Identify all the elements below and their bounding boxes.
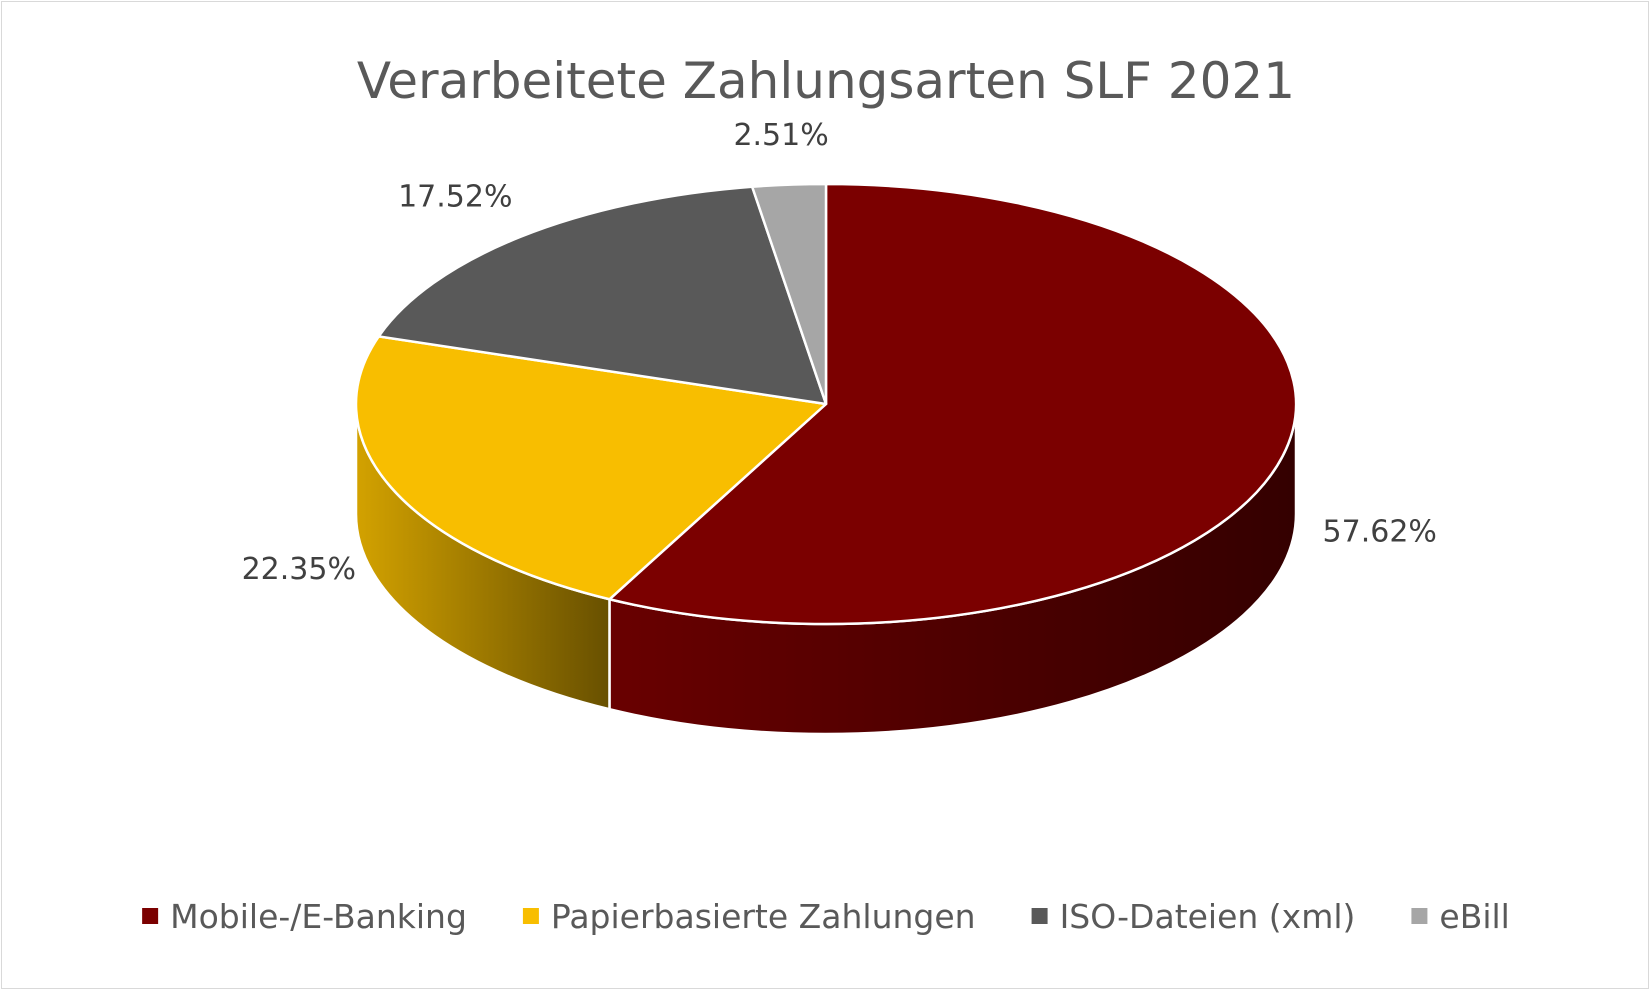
legend-label-papierbasierte-zahlungen: Papierbasierte Zahlungen — [551, 897, 976, 936]
legend-swatch-ebill — [1411, 908, 1428, 924]
pie-labels: 57.62% 22.35% 17.52% 2.51% — [242, 118, 1437, 587]
data-label-papierbasierte-zahlungen: 22.35% — [242, 552, 356, 587]
legend-label-mobile-e-banking: Mobile-/E-Banking — [170, 897, 467, 936]
legend-swatch-iso-dateien-xml — [1031, 908, 1048, 924]
legend-swatch-mobile-e-banking — [142, 908, 159, 924]
legend-label-ebill: eBill — [1439, 897, 1509, 936]
data-label-mobile-e-banking: 57.62% — [1323, 515, 1437, 550]
data-label-iso-dateien-xml: 17.52% — [398, 180, 512, 215]
data-label-ebill: 2.51% — [733, 118, 828, 153]
chart-title: Verarbeitete Zahlungsarten SLF 2021 — [357, 52, 1295, 110]
pie-slice-iso-dateien-xml[interactable] — [377, 185, 828, 406]
pie-slice-papierbasierte-zahlungen[interactable] — [354, 335, 828, 601]
pie-slice-mobile-e-banking[interactable] — [608, 182, 1298, 626]
legend-swatch-papierbasierte-zahlungen — [522, 908, 539, 924]
legend: Mobile-/E-Banking Papierbasierte Zahlunge… — [142, 897, 1510, 936]
pie-tops — [354, 182, 1298, 626]
legend-label-iso-dateien-xml: ISO-Dateien (xml) — [1060, 897, 1356, 936]
pie-slice-ebill[interactable] — [750, 182, 828, 406]
